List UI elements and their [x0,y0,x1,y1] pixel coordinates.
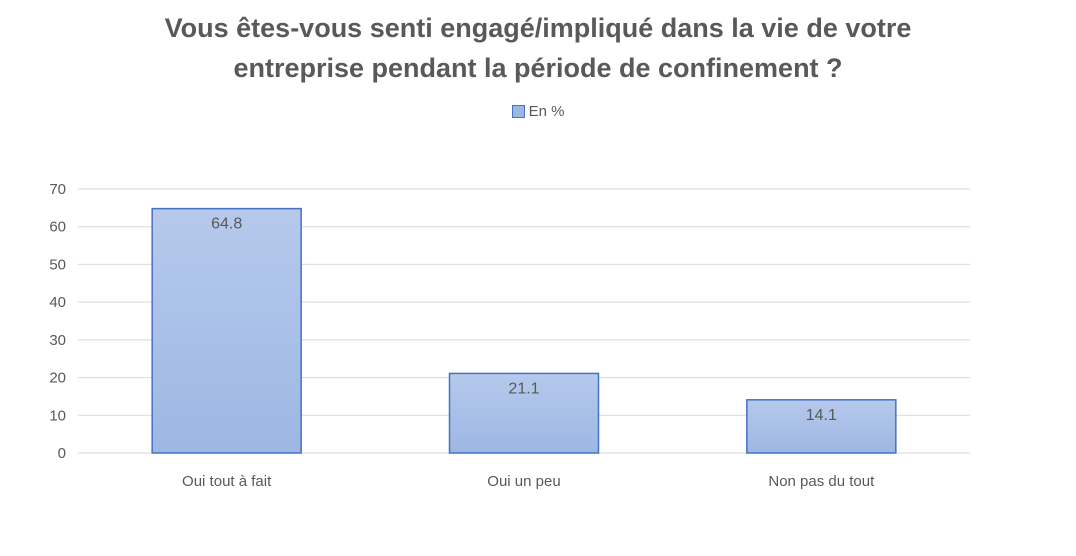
legend: En % [0,103,1076,120]
category-label-1: Oui un peu [487,473,560,490]
y-tick-label: 0 [58,445,66,462]
bar-0 [151,207,302,454]
chart-title: Vous êtes-vous senti engagé/impliqué dan… [0,8,1076,88]
category-label-0: Oui tout à fait [182,473,272,490]
y-axis-tick-labels: 0 10 20 30 40 50 60 70 [49,181,66,462]
y-tick-label: 70 [49,181,66,198]
y-tick-label: 60 [49,219,66,236]
legend-label: En % [528,103,565,120]
category-label-2: Non pas du tout [768,473,875,490]
chart-title-line-1: Vous êtes-vous senti engagé/impliqué dan… [164,13,912,43]
y-tick-label: 10 [49,407,66,424]
y-tick-label: 30 [49,332,66,349]
data-label-2: 14.1 [806,407,837,424]
y-tick-label: 20 [49,370,66,387]
data-label-0: 64.8 [211,216,242,233]
y-tick-label: 40 [49,294,66,311]
bar-1 [448,372,600,454]
chart-title-line-2: entreprise pendant la période de confine… [233,53,843,83]
data-labels: 64.8 21.1 14.1 [211,216,837,424]
y-tick-label: 50 [49,256,66,273]
category-labels: Oui tout à fait Oui un peu Non pas du tout [182,473,875,490]
bars [151,207,897,454]
data-label-1: 21.1 [508,380,539,397]
bar-2 [746,399,897,454]
legend-swatch [511,105,525,118]
